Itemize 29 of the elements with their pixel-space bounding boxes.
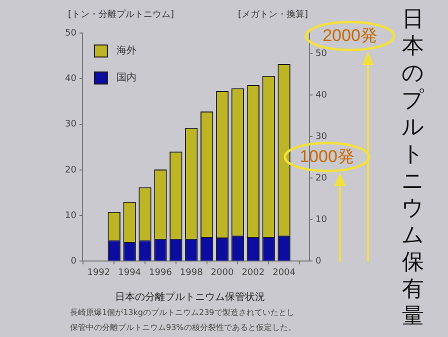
x-tick-label: 2002 [242,268,265,278]
y2-tick-label: 30 [316,132,328,142]
y2-tick-label: 20 [316,174,328,184]
y2-tick-label: 10 [316,215,328,226]
text: 2000発 [322,25,378,47]
x-tick-label: 1992 [87,268,110,278]
legend-label: 国内 [116,72,136,84]
y2-tick-label: 40 [316,90,328,101]
text: 1000発 [298,146,356,168]
y-tick-label: 20 [65,165,77,176]
x-tick-label: 2004 [272,268,296,278]
text: 日本の分離プルトニウム保管状況 [114,290,266,304]
y2-tick-label: 50 [316,49,328,60]
y2-tick-label: 0 [316,256,322,267]
y-axis-title: [トン・分離プルトニウム] [68,8,174,21]
text: 長崎原爆1個が13kgのプルトニウム239で製造されていたとし [70,307,294,318]
x-tick-label: 2000 [210,268,234,278]
x-tick-label: 1996 [149,268,172,278]
y-tick-label: 40 [65,74,77,84]
legend-label: 海外 [116,44,136,57]
y-tick-label: 50 [65,28,77,38]
x-tick-label: 1998 [180,268,204,278]
y-tick-label: 30 [65,120,77,130]
y-tick-label: 0 [70,256,77,267]
y-tick-label: 10 [65,210,77,221]
y2-axis-title: [メガトン・換算] [238,8,308,21]
x-tick-label: 1994 [118,268,142,278]
chart-title: 日本のプルトニウム保有量 [402,7,424,329]
text: 保管中の分離プルトニウム93%の核分裂性であると仮定した。 [70,322,296,333]
